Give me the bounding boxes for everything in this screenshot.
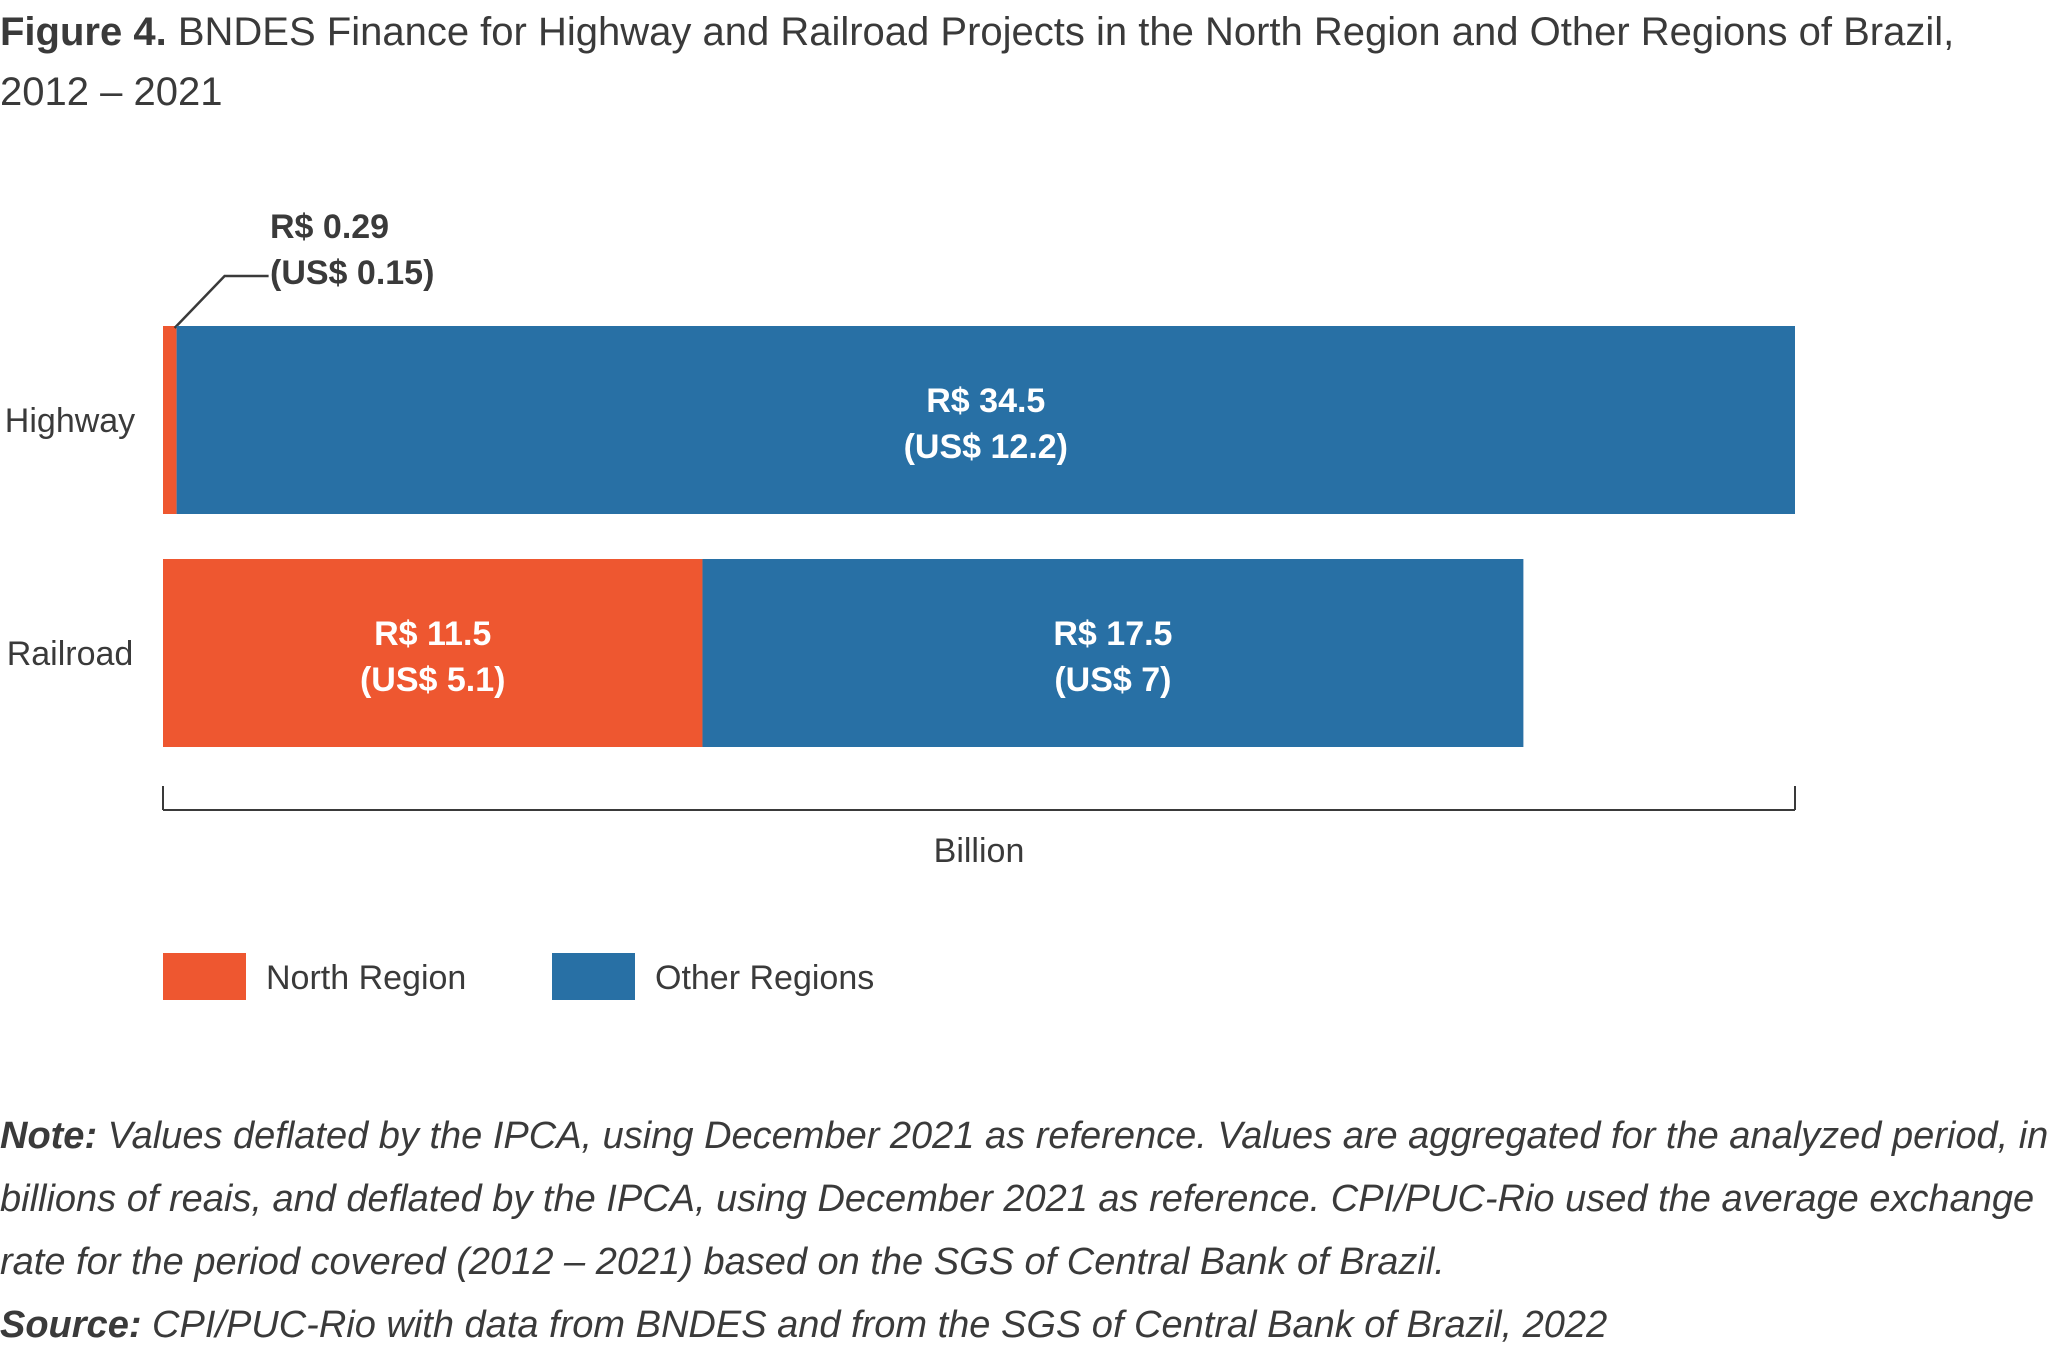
bar-highway-north-region: [163, 326, 177, 514]
figure-title: Figure 4. BNDES Finance for Highway and …: [0, 2, 2053, 122]
legend-label-north-region: North Region: [266, 959, 466, 997]
legend-label-other-regions: Other Regions: [655, 959, 874, 997]
callout-leader-line: [173, 274, 269, 329]
note-lead: Note:: [0, 1115, 98, 1157]
category-label-railroad: Railroad: [7, 635, 134, 673]
source-text: CPI/PUC-Rio with data from BNDES and fro…: [152, 1304, 1608, 1346]
category-label-highway: Highway: [5, 402, 135, 440]
bar-highway-other-regions: [176, 326, 1796, 514]
source-paragraph: Source: CPI/PUC-Rio with data from BNDES…: [0, 1294, 2053, 1357]
note-text: Values deflated by the IPCA, using Decem…: [0, 1115, 2049, 1283]
legend-swatch-north-region: [163, 953, 246, 1000]
x-axis-label: Billion: [934, 832, 1025, 870]
bar-railroad-other-regions: [702, 559, 1524, 747]
figure-title-text: BNDES Finance for Highway and Railroad P…: [0, 10, 1955, 114]
bar-railroad-north-region: [163, 559, 703, 747]
callout-value-label-highway-north-region: R$ 0.29 (US$ 0.15): [270, 208, 434, 292]
legend-swatch-other-regions: [552, 953, 635, 1000]
note-paragraph: Note: Values deflated by the IPCA, using…: [0, 1105, 2053, 1294]
bar-value-label-railroad-other-regions: R$ 17.5 (US$ 7): [1053, 615, 1172, 699]
bar-value-label-railroad-north-region: R$ 11.5 (US$ 5.1): [360, 615, 506, 699]
notes-section: Note: Values deflated by the IPCA, using…: [0, 1105, 2053, 1357]
bar-value-label-highway-other-regions: R$ 34.5 (US$ 12.2): [904, 382, 1068, 466]
figure-number: Figure 4.: [0, 10, 167, 54]
stacked-bar-chart: Highway R$ 0.29 (US$ 0.15) R$ 34.5 (US$ 12.2…: [5, 208, 1796, 1000]
source-lead: Source:: [0, 1304, 142, 1346]
